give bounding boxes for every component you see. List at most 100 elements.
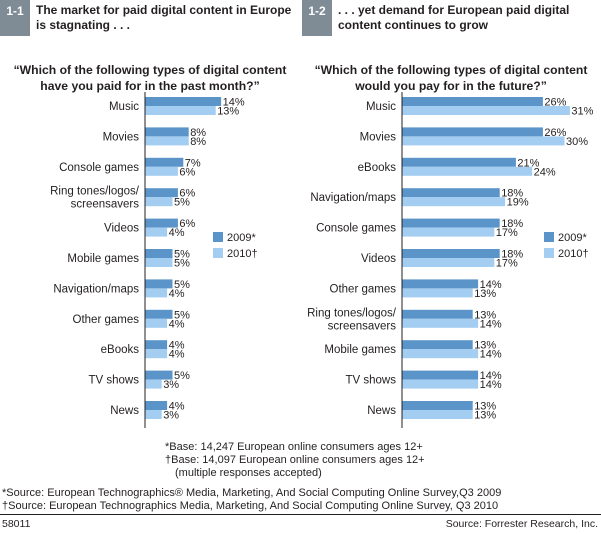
- category-label: TV shows: [89, 375, 140, 387]
- bar: [145, 349, 168, 359]
- category-label-line: eBooks: [101, 344, 140, 356]
- panel-1-title: The market for paid digital content in E…: [36, 3, 292, 32]
- bar: [145, 258, 173, 267]
- category-label-line: Navigation/maps: [310, 192, 396, 204]
- category-label-line: TV shows: [346, 375, 397, 387]
- data-label: 5%: [174, 370, 190, 382]
- bar: [402, 218, 500, 228]
- category-label-line: Mobile games: [324, 344, 396, 356]
- category-label: News: [110, 405, 139, 417]
- legend-swatch: [544, 248, 554, 258]
- data-label: 14%: [480, 349, 502, 361]
- bar: [402, 136, 565, 146]
- bar: [145, 127, 189, 137]
- panel-2-title: . . . yet demand for European paid digit…: [338, 3, 570, 32]
- category-label: Videos: [104, 223, 139, 235]
- legend-label: 2009*: [227, 232, 256, 244]
- figure-id: 58011: [2, 518, 31, 530]
- category-label: Movies: [103, 131, 140, 143]
- bar: [145, 379, 162, 389]
- bar: [402, 401, 473, 410]
- bar: [145, 227, 168, 237]
- data-label: 5%: [174, 258, 190, 270]
- data-label: 13%: [474, 288, 496, 300]
- category-label-line: Movies: [360, 131, 397, 143]
- category-label-line: Console games: [59, 162, 139, 174]
- bar: [145, 318, 168, 328]
- data-label: 6%: [179, 188, 195, 200]
- category-label-line: Music: [109, 101, 139, 113]
- data-label: 14%: [223, 97, 245, 109]
- chart-1: Music 14%13%Movies 8%8%Console games 7%6%Ri…: [50, 92, 258, 428]
- data-label: 13%: [217, 106, 239, 118]
- bar: [145, 188, 178, 198]
- data-label: 4%: [169, 288, 185, 300]
- category-label-line: Mobile games: [67, 253, 139, 265]
- bar: [145, 157, 184, 167]
- category-label-line: screensavers: [71, 199, 140, 211]
- data-label: 5%: [174, 279, 190, 291]
- data-label: 3%: [163, 410, 179, 422]
- category-label: Music: [109, 101, 139, 113]
- category-label: TV shows: [346, 375, 397, 387]
- category-label: Mobile games: [324, 344, 396, 356]
- data-label: 6%: [179, 166, 195, 178]
- data-label: 14%: [480, 370, 502, 382]
- category-label-line: News: [110, 405, 139, 417]
- category-label-line: Ring tones/logos/: [50, 186, 140, 198]
- data-label: 14%: [480, 318, 502, 330]
- data-label: 4%: [169, 318, 185, 330]
- chart-2: Music 26%31%Movies 26%30%eBooks 21%24%Navig…: [307, 92, 594, 428]
- category-label-line: Other games: [73, 314, 140, 326]
- data-label: 14%: [480, 279, 502, 291]
- category-label-line: Navigation/maps: [53, 283, 139, 295]
- bar: [402, 166, 533, 176]
- category-label-line: News: [367, 405, 396, 417]
- bar: [402, 258, 495, 267]
- base-note-multiple: (multiple responses accepted): [175, 467, 322, 479]
- category-label-line: Ring tones/logos/: [307, 307, 397, 319]
- data-label: 13%: [474, 309, 496, 321]
- panel-1-question: “Which of the following types of digital…: [13, 63, 287, 93]
- bar: [145, 370, 173, 380]
- data-label: 8%: [190, 127, 206, 139]
- data-label: 4%: [169, 340, 185, 352]
- footer-divider: [0, 514, 601, 515]
- source-2009: *Source: European Technographics® Media,…: [2, 487, 502, 499]
- legend-swatch: [213, 248, 223, 258]
- data-label: 5%: [174, 249, 190, 261]
- category-label-line: TV shows: [89, 375, 140, 387]
- category-label: Music: [366, 101, 396, 113]
- data-label: 6%: [179, 218, 195, 230]
- data-label: 21%: [517, 157, 539, 169]
- category-label: Ring tones/logos/screensavers: [307, 307, 397, 332]
- footer-source: Source: Forrester Research, Inc.: [445, 518, 598, 530]
- bar: [145, 249, 173, 258]
- bar: [402, 370, 479, 380]
- bar: [402, 340, 473, 350]
- category-label: Ring tones/logos/screensavers: [50, 186, 140, 211]
- bar: [402, 227, 495, 237]
- category-label-line: Music: [366, 101, 396, 113]
- data-label: 26%: [544, 97, 566, 109]
- data-label: 7%: [185, 157, 201, 169]
- data-label: 14%: [480, 379, 502, 391]
- bar: [145, 288, 168, 298]
- category-label: Console games: [316, 223, 396, 235]
- category-label: News: [367, 405, 396, 417]
- data-label: 17%: [496, 227, 518, 239]
- category-label-line: eBooks: [358, 162, 397, 174]
- bar: [402, 106, 570, 115]
- bar: [145, 309, 173, 319]
- bar: [402, 157, 516, 167]
- category-label-line: Console games: [316, 223, 396, 235]
- category-label-line: Videos: [104, 223, 139, 235]
- legend-swatch: [213, 232, 223, 242]
- panel-2-question: “Which of the following types of digital…: [314, 63, 588, 93]
- legend-swatch: [544, 232, 554, 242]
- data-label: 30%: [566, 136, 588, 148]
- data-label: 18%: [501, 188, 523, 200]
- bar: [402, 288, 473, 298]
- category-label-line: screensavers: [328, 320, 397, 332]
- figure-number-1-2: 1-2: [302, 0, 332, 36]
